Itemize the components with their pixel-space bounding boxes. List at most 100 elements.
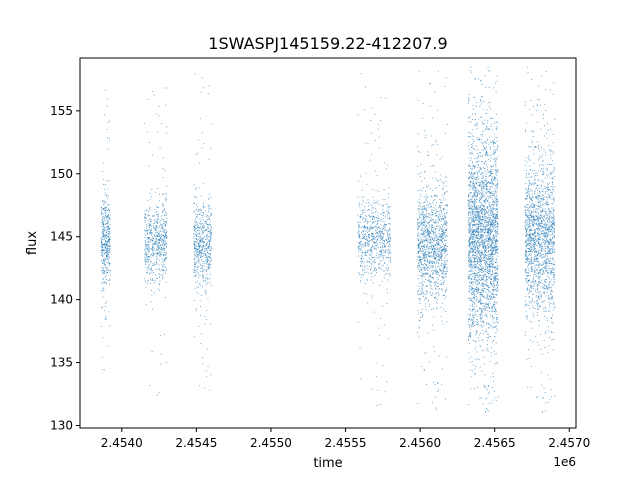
data-point [152,279,154,281]
data-point [487,186,488,187]
data-point [495,332,497,334]
data-point [165,220,167,222]
data-point [441,254,443,256]
data-point [472,183,474,185]
data-point [478,359,480,360]
data-point [163,230,165,231]
data-point [158,239,160,241]
data-point [379,232,381,234]
data-point [155,238,157,240]
data-point [204,263,206,265]
data-point [492,212,494,213]
data-point [423,250,424,252]
data-point [440,220,442,222]
data-point [155,242,157,243]
data-point [497,225,499,227]
data-point [422,314,424,315]
data-point [104,201,106,203]
data-point [436,143,438,145]
data-point [160,238,162,240]
data-point [104,219,105,221]
data-point [164,209,166,211]
data-point [152,249,154,251]
data-point [384,274,386,275]
data-point [474,186,476,188]
data-point [472,251,474,253]
data-point [489,261,491,263]
data-point [101,325,102,327]
data-point [206,259,208,261]
data-point [365,245,367,247]
data-point [369,262,371,264]
data-point [490,147,492,149]
data-point [108,137,110,139]
data-point [442,230,444,232]
data-point [193,237,195,239]
data-point [429,239,431,241]
data-point [468,256,470,258]
data-point [435,257,437,259]
data-point [379,233,381,234]
data-point [152,243,154,245]
data-point [376,234,378,236]
data-point [144,248,146,250]
data-point [384,216,386,218]
data-point [106,257,108,259]
data-point [480,177,482,179]
data-point [488,273,489,274]
data-point [371,227,373,229]
data-point [495,342,497,344]
data-point [434,351,436,353]
data-point [434,267,436,269]
data-point [430,255,432,257]
data-point [417,240,419,241]
data-point [419,225,421,227]
data-point [364,212,366,214]
data-point [424,272,426,274]
data-point [196,242,198,244]
data-point [104,217,105,218]
data-point [471,201,473,202]
data-point [380,242,382,244]
data-point [431,267,433,269]
data-point [477,247,478,249]
data-point [361,255,363,257]
data-point [201,239,203,241]
data-point [207,205,209,206]
data-point [204,256,206,258]
data-point [357,114,359,116]
data-point [491,246,493,248]
data-point [476,211,478,213]
data-point [495,128,497,130]
data-point [432,273,433,275]
data-point [375,268,377,270]
data-point [155,227,157,229]
data-point [103,230,105,232]
data-point [492,236,494,238]
data-point [492,286,494,288]
data-point [486,224,488,226]
data-point [368,202,370,204]
data-point [102,218,104,220]
data-point [102,229,104,230]
data-point [145,304,147,306]
data-point [153,253,155,255]
data-point [154,222,155,224]
data-point [492,316,493,318]
data-point [105,240,106,241]
data-point [482,312,484,314]
data-point [203,232,205,233]
data-point [430,243,432,245]
data-point [480,262,481,264]
data-point [477,172,478,174]
data-point [444,232,446,234]
data-point [358,228,360,230]
data-point [489,208,491,210]
data-point [476,219,478,221]
data-point [364,254,366,256]
data-point [199,246,200,247]
data-point [417,165,419,167]
data-point [208,248,210,249]
data-point [150,268,151,270]
data-point [197,280,198,282]
